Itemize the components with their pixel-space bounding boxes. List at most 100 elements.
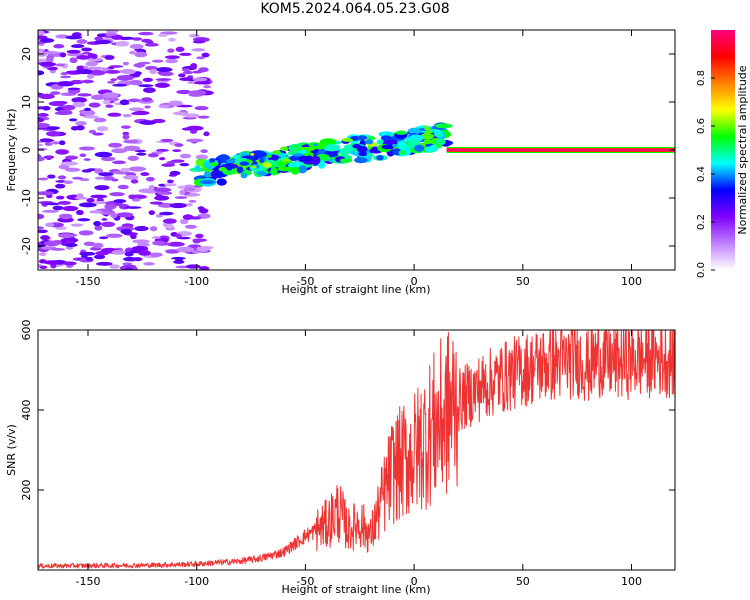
noise-blob [122,36,134,40]
transition-hotspot [218,166,227,172]
noise-blob [105,104,114,108]
transition-blob [425,146,434,153]
noise-blob [102,175,115,181]
noise-blob [112,160,127,165]
noise-blob [179,77,194,81]
noise-blob [127,155,139,161]
noise-blob [69,57,78,64]
noise-blob [158,104,170,109]
transition-hotspot [313,143,318,147]
transition-hotspot [356,135,368,141]
noise-blob [183,113,200,118]
noise-blob [192,40,206,44]
noise-blob [138,250,151,256]
noise-blob [88,129,97,134]
transition-hotspot [209,158,216,164]
noise-blob [93,254,106,260]
noise-blob [46,130,61,137]
noise-blob [38,177,49,181]
noise-blob [148,184,155,191]
noise-blob [45,155,52,161]
transition-hotspot [291,153,304,157]
noise-blob [164,55,180,60]
noise-blob [200,149,208,154]
noise-blob [108,142,123,148]
noise-blob [147,153,159,158]
noise-blob [66,246,74,250]
noise-blob [122,262,133,266]
noise-blob [38,117,45,123]
noise-blob [155,214,163,218]
noise-blob [194,187,202,192]
transition-hotspot [280,146,289,152]
noise-blob [76,65,84,71]
noise-blob [43,50,61,55]
noise-blob [78,230,94,236]
noise-blob [58,164,70,170]
snr-series-line [38,330,675,569]
noise-blob [180,153,192,159]
noise-blob [123,145,141,152]
noise-blob [174,143,184,147]
noise-blob [42,209,59,213]
noise-blob [87,66,105,71]
noise-blob [189,129,198,134]
transition-hotspot [268,159,275,164]
noise-blob [85,61,99,67]
noise-blob [40,38,55,43]
noise-blob [156,67,173,73]
noise-blob [38,252,47,257]
noise-blob [165,249,180,254]
noise-blob [124,267,134,270]
noise-blob [79,153,87,158]
noise-blob [72,176,84,180]
noise-blob [60,161,79,166]
noise-blob [63,180,74,184]
noise-blob [188,33,200,38]
noise-blob [58,140,66,146]
signal-core [446,149,675,151]
noise-blob [144,42,159,47]
transition-blob [288,155,300,161]
noise-blob [50,248,66,251]
noise-blob [201,52,210,58]
noise-blob [42,139,55,142]
noise-blob [60,75,72,79]
spectrogram-xtick-label: 100 [621,275,642,288]
noise-blob [39,61,57,67]
transition-blob [216,178,227,186]
noise-blob [53,44,65,49]
noise-blob [179,162,190,167]
noise-blob [70,44,85,49]
spectrogram-ytick-label: -10 [20,189,33,207]
noise-blob [43,240,61,247]
noise-blob [101,218,108,221]
noise-blob [122,61,130,66]
noise-blob [83,241,96,247]
noise-blob [130,179,139,184]
noise-blob [98,172,114,177]
transition-hotspot [259,157,265,163]
noise-blob [122,134,130,140]
transition-blob [420,133,435,140]
noise-blob [94,225,103,231]
noise-blob [169,202,187,209]
noise-blob [165,58,178,64]
transition-hotspot [364,139,374,145]
transition-blob [376,155,384,161]
noise-blob [102,67,110,72]
noise-blob [96,33,107,38]
noise-blob [94,39,112,45]
noise-blob [151,236,161,239]
noise-blob [65,155,79,160]
noise-blob [107,112,122,117]
noise-blob [91,94,106,100]
spectrogram-ytick-label: 10 [20,95,33,109]
noise-blob [44,57,54,63]
transition-blob [381,144,395,150]
noise-blob [158,157,166,161]
noise-blob [75,125,85,131]
noise-blob [195,233,204,239]
noise-blob [71,97,87,103]
noise-blob [93,117,107,123]
